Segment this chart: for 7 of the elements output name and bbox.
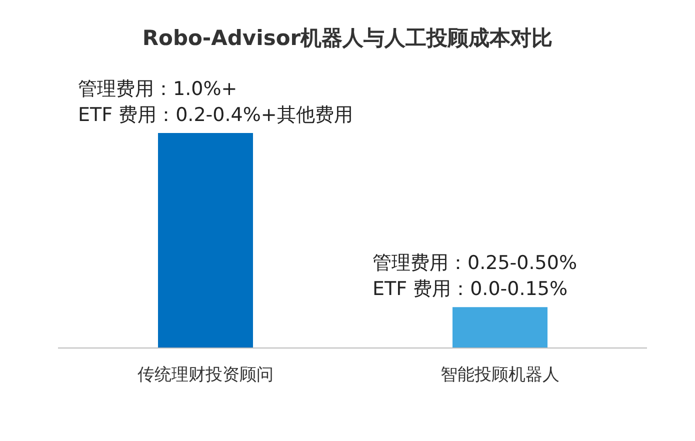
x-tick-label: 智能投顾机器人 [440, 365, 560, 386]
annotation: 管理费用：0.25-0.50% [372, 252, 578, 274]
chart-title: Robo-Advisor机器人与人工投顾成本对比 [141, 25, 554, 52]
x-tick-label: 传统理财投资顾问 [137, 365, 274, 386]
annotation: 管理费用：1.0%+ [78, 78, 238, 100]
annotation: ETF 费用：0.2-0.4%+其他费用 [78, 104, 353, 126]
annotation: ETF 费用：0.0-0.15% [372, 278, 568, 300]
